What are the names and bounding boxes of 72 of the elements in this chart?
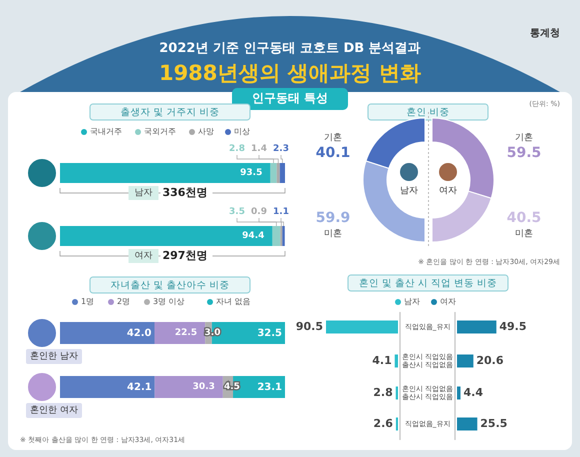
text: 여자	[439, 186, 457, 196]
data-label: 59.9	[316, 210, 350, 226]
data-label: 59.5	[506, 144, 542, 161]
text: 인구동태 특성	[252, 91, 328, 106]
bar	[326, 320, 398, 334]
data-label: 90.5	[296, 320, 323, 334]
text: 1988년생의 생애과정 변화	[158, 60, 422, 85]
legend-label: 자녀 없음	[216, 297, 251, 306]
category-label: 혼인한 여자	[30, 406, 78, 416]
bar	[457, 386, 460, 400]
bar	[457, 320, 496, 334]
bar	[282, 226, 285, 246]
slice-label: 기혼	[324, 133, 342, 144]
data-label: 2.6	[373, 417, 394, 430]
legend-label: 1명	[81, 297, 94, 306]
data-label: 49.5	[499, 320, 527, 334]
data-label: 0.9	[251, 207, 267, 218]
slice-label: 미혼	[324, 229, 342, 240]
bar	[60, 226, 272, 246]
bar	[60, 322, 154, 344]
category-label: 여자	[134, 251, 152, 262]
chart-title: 자녀출산 및 출산아수 비중	[110, 280, 230, 291]
data-label: 25.5	[480, 417, 508, 430]
data-label: 4.1	[372, 354, 392, 368]
bar	[394, 354, 398, 368]
bar	[60, 376, 155, 398]
category-label: 혼인한 남자	[30, 352, 78, 362]
data-label: 32.5	[257, 328, 282, 339]
legend-label: 3명 이상	[153, 297, 185, 306]
text: 남자	[400, 186, 418, 196]
bar	[457, 354, 474, 368]
text: 통계청	[530, 28, 560, 39]
bar	[280, 163, 285, 183]
data-label: 2.8	[373, 386, 393, 400]
slice-label: 기혼	[515, 133, 533, 144]
bar	[154, 376, 223, 398]
slice-label: 미혼	[515, 229, 533, 240]
legend-label: 여자	[440, 297, 456, 306]
data-label: 93.5	[240, 168, 262, 178]
legend-label: 국내거주	[90, 127, 122, 136]
data-label: 1.4	[251, 144, 267, 154]
data-label: 20.6	[476, 354, 504, 368]
data-label: 22.5	[174, 328, 198, 338]
data-label: 30.3	[192, 382, 215, 392]
text: 혼인 및 출산 시 직업 변동 비중	[358, 278, 498, 289]
legend-label: 남자	[404, 297, 420, 306]
data-label: 3.5	[229, 207, 245, 218]
data-label: 2.3	[273, 144, 289, 154]
legend-label: 국외거주	[144, 127, 176, 136]
legend-label: 미상	[234, 127, 250, 136]
annotation: 336천명	[162, 186, 208, 200]
data-label: 4.4	[464, 386, 484, 400]
text: 2022년 기준 인구동태 코호트 DB 분석결과	[159, 40, 421, 56]
bar	[60, 163, 270, 183]
data-label: 40.1	[316, 144, 350, 161]
data-label: 42.0	[126, 328, 152, 339]
data-label: 42.1	[127, 382, 152, 393]
bar	[457, 418, 478, 430]
data-label: 1.1	[273, 207, 289, 218]
bar	[270, 163, 277, 183]
bar	[154, 322, 206, 344]
chart-title: 출생자 및 거주지 비중	[120, 106, 220, 118]
chart-title: 혼인 비중	[406, 106, 450, 118]
annotation: 297천명	[162, 249, 208, 262]
data-label: 23.1	[257, 382, 282, 393]
legend-label: 2명	[117, 297, 130, 306]
data-label: 94.4	[242, 231, 264, 242]
data-label: 40.5	[506, 210, 542, 226]
legend-label: 사망	[198, 127, 214, 136]
bar	[272, 226, 280, 246]
category-label: 남자	[134, 188, 152, 198]
data-label: 2.8	[229, 144, 245, 154]
